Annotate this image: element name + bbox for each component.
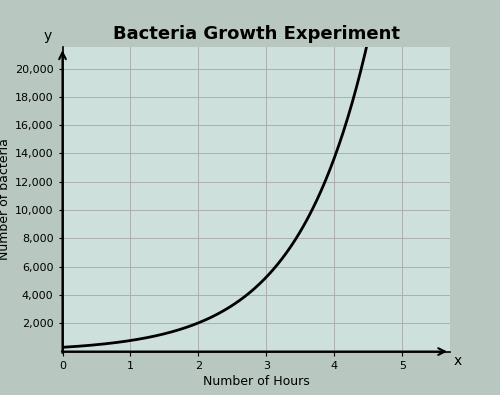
X-axis label: Number of Hours: Number of Hours (203, 375, 310, 388)
Text: x: x (454, 354, 462, 369)
Text: y: y (44, 29, 52, 43)
Title: Bacteria Growth Experiment: Bacteria Growth Experiment (113, 25, 400, 43)
Y-axis label: Number of bacteria: Number of bacteria (0, 139, 10, 260)
